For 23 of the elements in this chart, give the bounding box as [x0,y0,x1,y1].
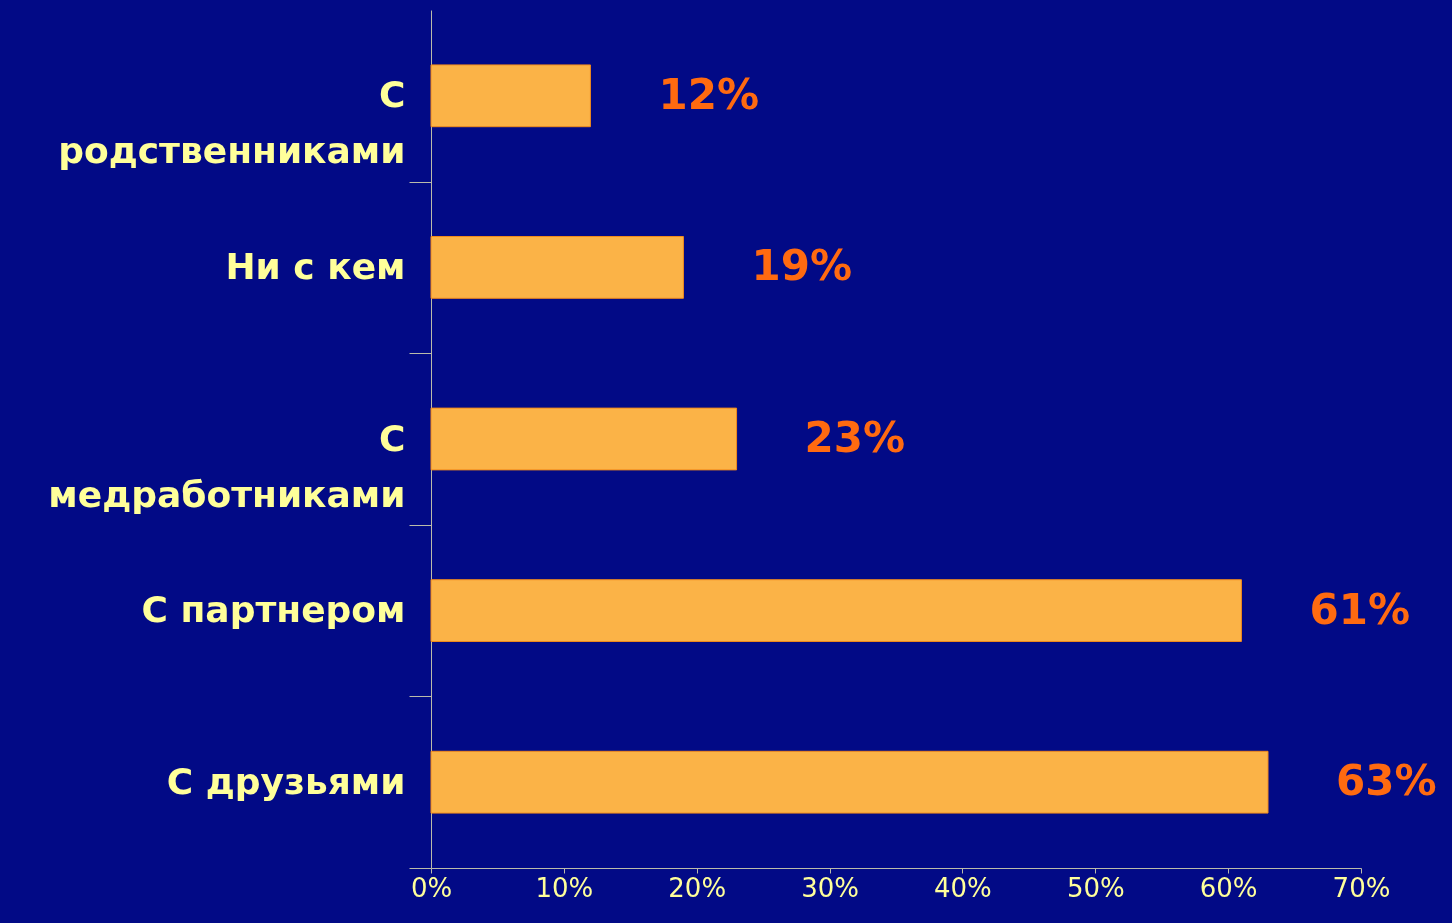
x-tick-label: 50% [1066,872,1125,903]
bar [430,64,591,128]
data-label: 19% [751,241,852,291]
x-tick-label: 40% [934,872,992,903]
data-label: 61% [1309,584,1410,634]
y-tick-label: С родственниками [58,74,406,172]
bar [430,579,1242,642]
data-label: 23% [804,413,906,462]
bar [430,407,738,471]
data-label: 63% [1336,756,1437,806]
data-label: 12% [658,69,759,119]
x-tick-label: 30% [801,872,859,903]
x-tick-label: 60% [1199,872,1258,903]
x-tick-label: 20% [668,872,727,903]
y-tick-label: С медработниками [48,417,406,515]
x-tick-label: 0% [410,872,453,903]
x-tick-label: 10% [535,872,594,903]
y-tick-label: С друзьями [166,760,406,802]
y-tick-label: С партнером [141,589,406,631]
x-tick-label: 70% [1332,872,1391,903]
y-tick-label: Ни с кем [225,245,406,287]
bar [430,750,1269,814]
bar [430,236,684,299]
